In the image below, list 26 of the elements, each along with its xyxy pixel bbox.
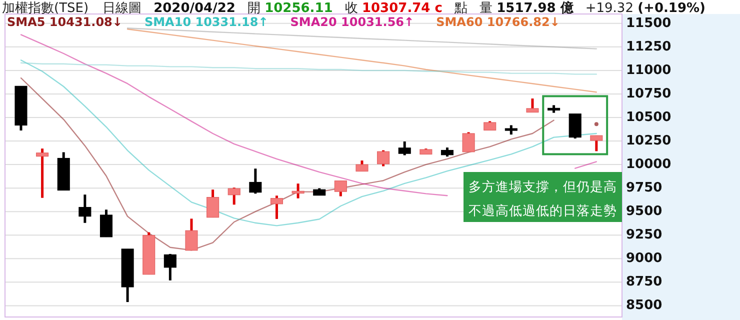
y-tick-label: 9500: [626, 204, 662, 220]
y-tick-label: 11250: [626, 39, 672, 54]
annotation: 多方進場支撐，但仍是高不過高低過低的日落走勢: [468, 179, 617, 218]
text: SMA5 10431.08↓: [7, 15, 122, 29]
y-tick-label: 11000: [626, 62, 672, 78]
text: SMA60 10766.82↓: [436, 15, 560, 29]
y-tick-label: 10000: [626, 157, 672, 172]
y-tick-label: 8750: [626, 274, 662, 290]
annotation: 日線圖: [102, 1, 142, 16]
y-tick-label: 9750: [626, 180, 662, 196]
annotation: +19.32 (+0.19%): [585, 1, 706, 16]
annotation: 開 10256.11: [247, 1, 333, 16]
annotation: 收 10307.74 c: [344, 1, 442, 16]
y-tick-label: 10250: [626, 134, 672, 149]
annotation: 量 1517.98 億: [479, 0, 574, 16]
text: SMA10 10331.18↑: [144, 15, 268, 29]
annotation: 點: [453, 1, 468, 16]
y-tick-label: 9250: [626, 228, 662, 243]
text: SMA20 10031.56↑: [290, 15, 414, 29]
y-tick-label: 9000: [626, 251, 662, 266]
y-tick-label: 10750: [626, 86, 672, 102]
y-tick-label: 8500: [626, 298, 662, 314]
chart-title: 加權指數(TSE): [2, 1, 89, 16]
y-tick-label: 10500: [626, 110, 672, 126]
y-tick-label: 11500: [626, 16, 672, 31]
annotation: 2020/04/22: [154, 1, 236, 16]
